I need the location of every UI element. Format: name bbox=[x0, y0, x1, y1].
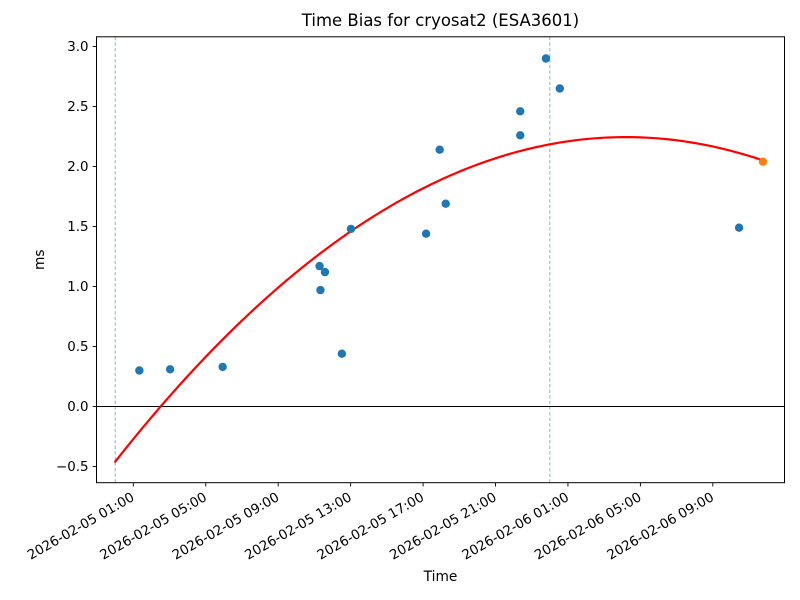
time-bias-measurements-point bbox=[516, 107, 525, 116]
time-bias-measurements-point bbox=[516, 131, 525, 140]
scatter-prediction-group bbox=[758, 157, 768, 166]
scatter-measurements-group bbox=[135, 54, 744, 375]
time-bias-measurements-point bbox=[218, 362, 227, 372]
time-bias-measurements-point bbox=[316, 285, 325, 295]
y-tick-label: −0.5 bbox=[56, 460, 89, 475]
y-tick-label: 2.0 bbox=[67, 160, 88, 175]
time-bias-measurements-point bbox=[441, 199, 450, 208]
time-bias-measurements-point bbox=[435, 145, 444, 154]
time-bias-measurements-point bbox=[421, 229, 431, 238]
fit-curve-path bbox=[114, 136, 764, 463]
time-bias-measurements-point bbox=[320, 267, 330, 277]
y-tick-label: 3.0 bbox=[67, 40, 88, 55]
time-bias-measurements-point bbox=[337, 349, 347, 358]
x-axis-label: Time bbox=[423, 569, 458, 585]
time-bias-measurements-point bbox=[165, 365, 175, 374]
fit-curve-group bbox=[114, 136, 764, 463]
time-bias-measurements-point bbox=[315, 261, 324, 271]
y-tick-label: 0.0 bbox=[67, 400, 88, 415]
y-tick-label: 1.5 bbox=[67, 220, 88, 235]
y-tick-label: 2.5 bbox=[67, 100, 88, 115]
time-bias-measurements-point bbox=[541, 54, 551, 63]
y-ticks-group: 3.0 2.5 2.0 1.5 1.0 0.5 0.0 −0.5 bbox=[56, 40, 97, 475]
vlines-group bbox=[114, 36, 551, 483]
time-bias-measurements-point bbox=[135, 366, 144, 375]
chart-title: Time Bias for cryosat2 (ESA3601) bbox=[301, 11, 579, 30]
y-tick-label: 0.5 bbox=[67, 340, 88, 355]
plot-border bbox=[96, 36, 785, 484]
y-axis-label: ms bbox=[32, 249, 48, 270]
time-bias-measurements-point bbox=[346, 224, 356, 234]
predicted-time-bias-point bbox=[758, 157, 768, 166]
y-tick-label: 1.0 bbox=[67, 280, 88, 295]
time-bias-measurements-point bbox=[555, 84, 564, 93]
time-bias-measurements-point bbox=[734, 223, 744, 232]
